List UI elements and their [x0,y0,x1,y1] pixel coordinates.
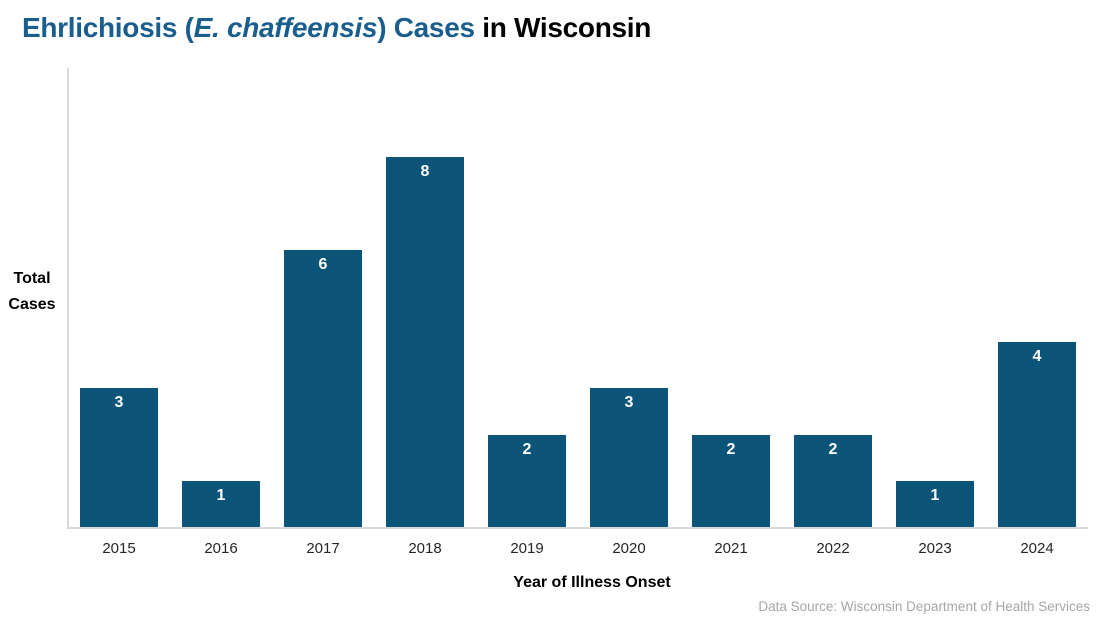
y-axis-line [67,68,69,529]
title-cases-text: ) Cases [377,12,475,43]
bar-value-label-2015: 3 [114,394,124,411]
bar-slot-2024: 4 [986,342,1088,527]
bar-value-label-2019: 2 [522,441,532,458]
bar-2024: 4 [998,342,1076,527]
x-tick-2019: 2019 [510,540,544,557]
bar-2018: 8 [386,157,464,527]
bar-value-label-2016: 1 [216,487,226,504]
bar-slot-2015: 3 [68,388,170,527]
bar-value-label-2023: 1 [930,487,940,504]
bar-slot-2016: 1 [170,481,272,527]
x-tick-2017: 2017 [306,540,340,557]
bar-2020: 3 [590,388,668,527]
bar-2021: 2 [692,435,770,527]
x-tick-2018: 2018 [408,540,442,557]
bar-slot-2017: 6 [272,250,374,527]
bar-value-label-2020: 3 [624,394,634,411]
bar-slot-2019: 2 [476,435,578,527]
bar-2019: 2 [488,435,566,527]
x-axis-title: Year of Illness Onset [513,574,671,591]
x-tick-2024: 2024 [1020,540,1054,557]
y-axis-label-line2: Cases [8,295,56,313]
y-axis-label-line1: Total [13,270,51,287]
x-axis-line [67,527,1088,529]
bar-slot-2020: 3 [578,388,680,527]
x-tick-2015: 2015 [102,540,136,557]
bar-value-label-2022: 2 [828,441,838,458]
bar-value-label-2018: 8 [420,163,430,180]
title-disease-text: Ehrlichiosis ( [22,12,194,43]
bar-value-label-2017: 6 [318,256,328,273]
bar-slot-2023: 1 [884,481,986,527]
bar-2016: 1 [182,481,260,527]
bar-2023: 1 [896,481,974,527]
title-species-name: E. chaffeensis [193,12,378,43]
chart-title: Ehrlichiosis (E. chaffeensis) Cases in W… [22,12,651,44]
bar-slot-2022: 2 [782,435,884,527]
y-axis-label: Total Cases [4,266,60,317]
title-location-text: in Wisconsin [474,12,652,43]
x-tick-2016: 2016 [204,540,238,557]
x-tick-2023: 2023 [918,540,952,557]
data-source-note: Data Source: Wisconsin Department of Hea… [758,599,1090,614]
bar-2015: 3 [80,388,158,527]
bar-value-label-2021: 2 [726,441,736,458]
bar-2017: 6 [284,250,362,527]
x-tick-2021: 2021 [714,540,748,557]
bar-slot-2018: 8 [374,157,476,527]
bar-slot-2021: 2 [680,435,782,527]
x-tick-2022: 2022 [816,540,850,557]
bar-value-label-2024: 4 [1032,348,1042,365]
bar-2022: 2 [794,435,872,527]
x-axis-tick-labels: 2015 2016 2017 2018 2019 2020 2021 2022 2023 2024 [68,540,1088,557]
bars-container: 3 1 6 8 2 3 2 2 1 4 [68,68,1088,527]
x-tick-2020: 2020 [612,540,646,557]
